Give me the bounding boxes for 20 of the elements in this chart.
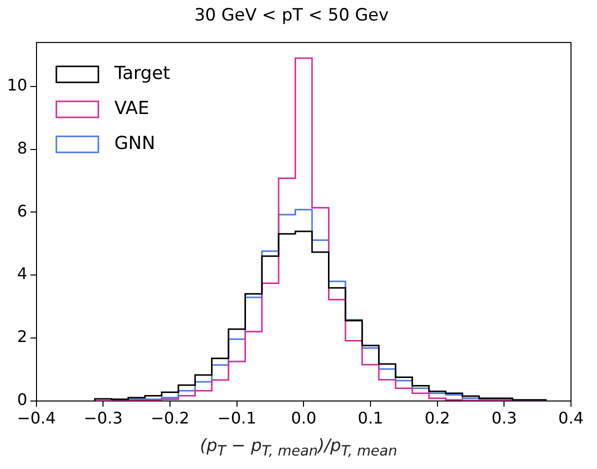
legend-label: GNN [114, 133, 156, 154]
x-tick-label: −0.1 [217, 408, 256, 428]
y-tick-label: 10 [7, 76, 28, 95]
x-tick-label: −0.3 [84, 408, 123, 428]
x-tick-label: 0.0 [290, 408, 316, 428]
x-tick-label: 0.1 [358, 408, 384, 428]
x-tick-label: 0.2 [424, 408, 450, 428]
y-tick-label: 0 [17, 390, 28, 409]
chart-title: 30 GeV < pT < 50 Gev [194, 6, 389, 26]
x-tick-label: −0.2 [150, 408, 190, 428]
x-tick-label: −0.4 [16, 408, 56, 428]
x-tick-label: 0.3 [491, 408, 517, 428]
y-tick-label: 8 [17, 138, 28, 158]
y-tick-label: 4 [17, 264, 28, 284]
x-tick-label: 0.4 [558, 408, 584, 428]
x-axis-title: (p$_{T}$ − p$_{T, mean}$)/p$_{T, mean}$ [198, 436, 398, 460]
legend-label: VAE [114, 98, 150, 120]
y-tick-label: 6 [17, 201, 28, 220]
legend-label: Target [113, 63, 170, 84]
y-tick-label: 2 [17, 327, 28, 346]
